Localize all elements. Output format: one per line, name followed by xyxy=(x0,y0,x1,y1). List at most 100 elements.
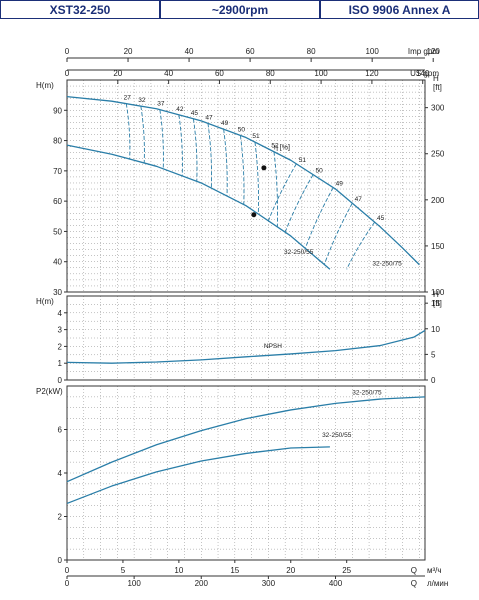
top-axis-tick-label: 100 xyxy=(365,47,379,56)
series-label: 32-250/75 xyxy=(372,260,402,267)
top-axis-label: US gpm xyxy=(410,69,439,78)
plot-frame xyxy=(66,295,426,381)
top-axis-tick-label: 60 xyxy=(246,47,255,56)
y-axis-label: H(m) xyxy=(36,297,54,306)
efficiency-label: 47 xyxy=(205,114,213,121)
header-speed-cell: ~2900rpm xyxy=(160,0,320,19)
y-right-tick-label: 15 xyxy=(431,299,440,308)
x-axis-symbol: Q xyxy=(411,566,417,575)
y-right-tick-label: 10 xyxy=(431,325,440,334)
efficiency-line xyxy=(273,151,278,227)
y-right-tick-label: 150 xyxy=(431,242,445,251)
series-line xyxy=(66,396,426,483)
y-tick-label: 60 xyxy=(53,197,62,206)
header-standard: ISO 9906 Annex A xyxy=(348,2,451,17)
x-axis-unit: м³/ч xyxy=(427,566,442,575)
efficiency-label: 47 xyxy=(355,196,363,203)
y-right-tick-label: 100 xyxy=(431,288,445,297)
top-axis-tick-label: 140 xyxy=(416,69,430,78)
y-right-tick-label: 0 xyxy=(431,376,436,385)
header-model-cell: XST32-250 xyxy=(0,0,160,19)
efficiency-line xyxy=(207,123,212,189)
x-axis-symbol: Q xyxy=(411,579,417,588)
efficiency-line xyxy=(346,221,376,270)
efficiency-line xyxy=(267,163,297,221)
x-tick-label: 0 xyxy=(65,566,70,575)
series-label: NPSH xyxy=(264,343,282,350)
efficiency-label: 42 xyxy=(176,106,184,113)
efficiency-label: 50 xyxy=(238,126,246,133)
series-line xyxy=(66,446,330,505)
efficiency-line xyxy=(284,174,314,233)
efficiency-line xyxy=(159,109,164,169)
efficiency-label: 51 xyxy=(252,133,260,140)
efficiency-label: 51 xyxy=(299,157,307,164)
y-axis-label: H(m) xyxy=(36,81,54,90)
efficiency-line xyxy=(239,135,245,205)
y-tick-label: 40 xyxy=(53,258,62,267)
top-axis-tick-label: 0 xyxy=(65,69,70,78)
bep-point xyxy=(261,165,267,171)
x-tick-label: 10 xyxy=(174,566,183,575)
efficiency-label: 27 xyxy=(124,95,132,102)
plot-frame xyxy=(66,385,426,561)
top-axis-tick-label: 120 xyxy=(427,47,441,56)
efficiency-label: 32 xyxy=(138,97,146,104)
efficiency-label: 52 xyxy=(271,143,279,150)
series-label: 32-250/55 xyxy=(284,249,314,256)
header-speed: ~2900rpm xyxy=(211,2,269,17)
y-tick-label: 50 xyxy=(53,227,62,236)
y-tick-label: 2 xyxy=(58,342,63,351)
top-axis-tick-label: 40 xyxy=(185,47,194,56)
y-tick-label: 3 xyxy=(58,326,63,335)
y-tick-label: 0 xyxy=(58,556,63,565)
top-axis-tick-label: 100 xyxy=(314,69,328,78)
series-label: 32-250/55 xyxy=(322,432,352,439)
efficiency-line xyxy=(223,129,228,197)
efficiency-label: 45 xyxy=(191,110,199,117)
x-lpm-tick-label: 300 xyxy=(262,579,276,588)
x-axis-unit: л/мин xyxy=(427,579,448,588)
plot-frame xyxy=(66,79,426,293)
top-axis-tick-label: 60 xyxy=(215,69,224,78)
y-right-axis-label: H xyxy=(433,74,439,83)
header-model: XST32-250 xyxy=(49,2,111,17)
efficiency-label: 49 xyxy=(336,181,344,188)
y-tick-label: 0 xyxy=(58,376,63,385)
y-tick-label: 70 xyxy=(53,167,62,176)
x-lpm-tick-label: 400 xyxy=(329,579,343,588)
y-tick-label: 1 xyxy=(58,359,63,368)
top-axis-tick-label: 80 xyxy=(266,69,275,78)
y-right-tick-label: 200 xyxy=(431,196,445,205)
x-lpm-tick-label: 0 xyxy=(65,579,70,588)
x-tick-label: 25 xyxy=(342,566,351,575)
y-right-axis-unit: [ft] xyxy=(433,83,442,92)
y-tick-label: 6 xyxy=(58,426,63,435)
x-lpm-tick-label: 100 xyxy=(127,579,141,588)
y-tick-label: 90 xyxy=(53,106,62,115)
top-axis-tick-label: 40 xyxy=(164,69,173,78)
x-tick-label: 5 xyxy=(121,566,126,575)
y-tick-label: 2 xyxy=(58,513,63,522)
efficiency-line xyxy=(254,142,259,215)
y-right-tick-label: 300 xyxy=(431,104,445,113)
x-tick-label: 20 xyxy=(286,566,295,575)
y-right-axis-label: H xyxy=(433,290,439,299)
efficiency-label: 45 xyxy=(377,215,385,222)
efficiency-line xyxy=(125,103,131,160)
top-axis-tick-label: 80 xyxy=(307,47,316,56)
y-axis-label: P2(kW) xyxy=(36,387,63,396)
y-tick-label: 80 xyxy=(53,137,62,146)
bep-point xyxy=(251,212,257,218)
series-line xyxy=(66,96,420,266)
x-tick-label: 15 xyxy=(230,566,239,575)
y-right-tick-label: 5 xyxy=(431,350,436,359)
top-axis-tick-label: 20 xyxy=(124,47,133,56)
efficiency-line xyxy=(304,187,334,249)
y-right-tick-label: 250 xyxy=(431,150,445,159)
top-axis-tick-label: 20 xyxy=(113,69,122,78)
x-lpm-tick-label: 200 xyxy=(195,579,209,588)
efficiency-label: 50 xyxy=(316,168,324,175)
efficiency-line xyxy=(192,118,198,182)
